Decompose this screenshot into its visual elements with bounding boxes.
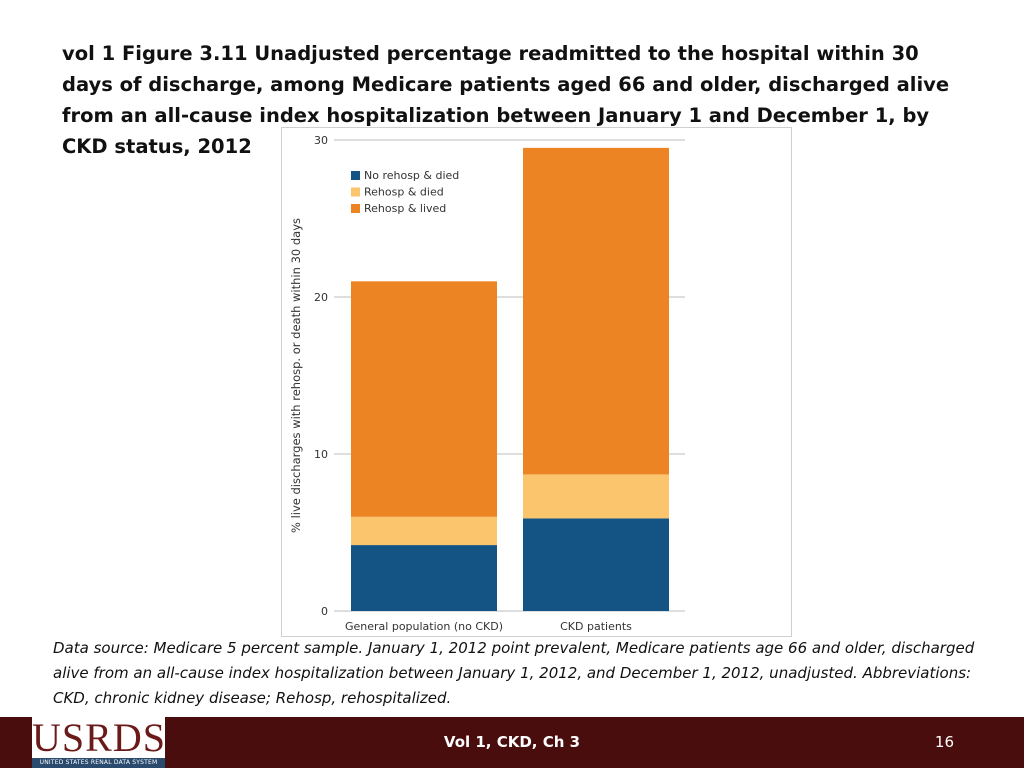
footer-chapter-label: Vol 1, CKD, Ch 3 bbox=[443, 733, 581, 751]
bar-segment-rehosp-died-1 bbox=[523, 474, 669, 519]
y-tick-label: 10 bbox=[314, 448, 328, 461]
logo-subtext: UNITED STATES RENAL DATA SYSTEM bbox=[32, 758, 165, 768]
legend-swatch bbox=[351, 187, 360, 197]
legend-swatch bbox=[351, 171, 360, 180]
y-tick-label: 30 bbox=[314, 134, 328, 147]
data-source-note: Data source: Medicare 5 percent sample. … bbox=[53, 639, 975, 707]
bar-segment-no-rehosp-died-1 bbox=[523, 518, 669, 611]
legend-label: Rehosp & lived bbox=[364, 202, 446, 215]
y-tick-label: 20 bbox=[314, 291, 328, 304]
chart-frame: 0 10 20 30 % live discharges with rehosp. or… bbox=[281, 127, 792, 637]
page-number: 16 bbox=[934, 733, 954, 751]
bar-segment-rehosp-lived-1 bbox=[523, 147, 669, 475]
bar-segment-no-rehosp-died-0 bbox=[351, 545, 497, 611]
usrds-logo: USRDS UNITED STATES RENAL DATA SYSTEM bbox=[32, 714, 165, 768]
x-tick-label: General population (no CKD) bbox=[345, 620, 503, 633]
logo-text: USRDS bbox=[32, 715, 166, 760]
y-axis-label: % live discharges with rehosp. or death … bbox=[289, 218, 303, 533]
legend-label: No rehosp & died bbox=[364, 169, 459, 182]
legend-label: Rehosp & died bbox=[364, 186, 444, 199]
bar-segment-rehosp-lived-0 bbox=[351, 281, 497, 517]
bar-segment-rehosp-died-0 bbox=[351, 516, 497, 546]
x-tick-label: CKD patients bbox=[560, 620, 632, 633]
footer-bar bbox=[0, 717, 1024, 768]
stacked-bar-chart: 0 10 20 30 % live discharges with rehosp. or… bbox=[289, 134, 685, 633]
y-tick-label: 0 bbox=[321, 605, 328, 618]
slide-title: vol 1 Figure 3.11 Unadjusted percentage … bbox=[62, 42, 950, 158]
legend-swatch bbox=[351, 204, 360, 213]
